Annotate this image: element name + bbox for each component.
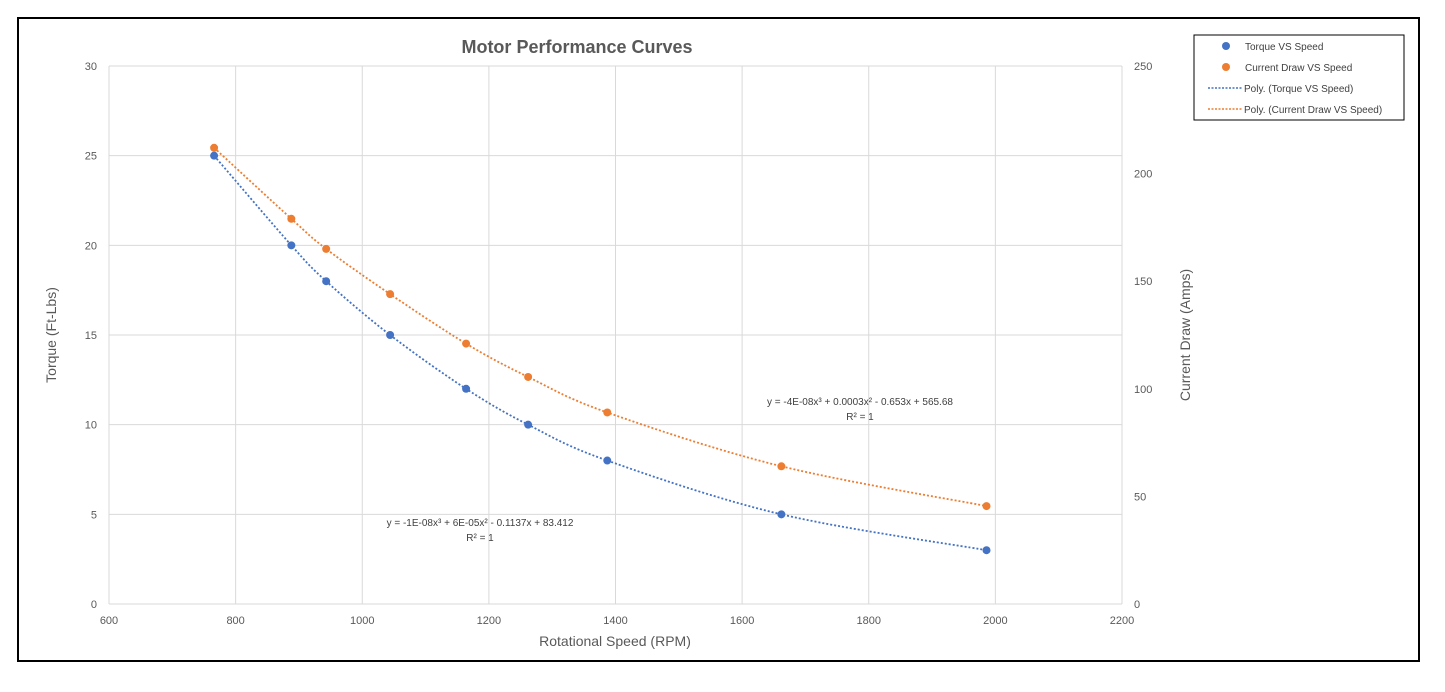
- x-tick-label: 1200: [477, 615, 501, 627]
- current-equation: y = -4E-08x³ + 0.0003x² - 0.653x + 565.6…: [767, 397, 953, 408]
- points: [210, 143, 991, 555]
- data-point-torque: [462, 384, 471, 393]
- chart-frame: [17, 17, 1420, 662]
- y-tick-label: 15: [85, 330, 97, 342]
- x-tick-label: 1400: [603, 615, 627, 627]
- data-point-current: [524, 372, 533, 381]
- y-tick-label: 20: [85, 240, 97, 252]
- y-tick-label: 0: [91, 599, 97, 611]
- data-point-current: [287, 214, 296, 223]
- legend-current-poly: Poly. (Current Draw VS Speed): [1244, 105, 1382, 116]
- legend-torque-poly: Poly. (Torque VS Speed): [1244, 84, 1353, 95]
- x-tick-label: 1000: [350, 615, 374, 627]
- data-point-torque: [777, 510, 786, 519]
- x-tick-label: 1800: [857, 615, 881, 627]
- data-point-current: [603, 408, 612, 417]
- legend-current: Current Draw VS Speed: [1245, 63, 1352, 74]
- y-tick-label: 5: [91, 509, 97, 521]
- chart-title: Motor Performance Curves: [461, 37, 692, 57]
- data-point-torque: [386, 331, 395, 339]
- data-point-torque: [322, 277, 331, 286]
- data-point-current: [322, 244, 331, 253]
- ticks: 600 800 1000 1200 1400 1600 1800 2000 2200051015…: [85, 61, 1153, 627]
- x-tick-label: 2200: [1110, 615, 1134, 627]
- y-tick-label: 10: [85, 420, 97, 432]
- data-point-torque: [982, 546, 991, 555]
- trendline-current: [213, 147, 987, 507]
- data-point-torque: [603, 456, 612, 465]
- y2-tick-label: 0: [1134, 599, 1140, 611]
- data-point-torque: [210, 151, 219, 160]
- x-tick-label: 2000: [983, 615, 1007, 627]
- grid: [108, 65, 1123, 605]
- trendline-torque: [213, 155, 987, 552]
- y2-tick-label: 200: [1134, 169, 1152, 181]
- data-point-current: [462, 339, 471, 348]
- data-point-current: [777, 462, 786, 471]
- legend-marker-current: [1222, 63, 1230, 71]
- y-axis-label: Torque (Ft-Lbs): [43, 287, 59, 383]
- y2-tick-label: 150: [1134, 276, 1152, 288]
- data-point-current: [386, 290, 395, 299]
- y2-axis-label: Current Draw (Amps): [1177, 269, 1193, 401]
- torque-equation: y = -1E-08x³ + 6E-05x² - 0.1137x + 83.41…: [387, 518, 574, 529]
- x-axis-label: Rotational Speed (RPM): [539, 633, 691, 649]
- torque-r2: R² = 1: [466, 533, 494, 544]
- x-tick-label: 800: [226, 615, 244, 627]
- data-point-current: [210, 143, 219, 152]
- legend-torque: Torque VS Speed: [1245, 42, 1323, 53]
- y-tick-label: 25: [85, 151, 97, 163]
- legend: Torque VS Speed Current Draw VS Speed Po…: [1193, 34, 1405, 121]
- data-point-current: [982, 502, 991, 511]
- y-tick-label: 30: [85, 61, 97, 73]
- y2-tick-label: 250: [1134, 61, 1152, 73]
- data-point-torque: [524, 420, 533, 429]
- x-tick-label: 600: [100, 615, 118, 627]
- data-point-torque: [287, 241, 296, 250]
- x-tick-label: 1600: [730, 615, 754, 627]
- trendlines: [213, 147, 987, 552]
- legend-marker-torque: [1222, 42, 1230, 50]
- y2-tick-label: 50: [1134, 491, 1146, 503]
- current-r2: R² = 1: [846, 412, 874, 423]
- y2-tick-label: 100: [1134, 384, 1152, 396]
